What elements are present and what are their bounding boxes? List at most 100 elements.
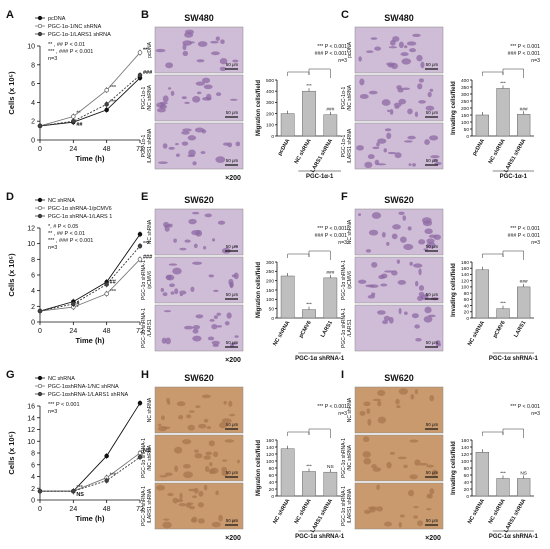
stat-note: n=3 — [48, 56, 57, 62]
cell-blob — [159, 101, 168, 105]
cell-blob — [417, 83, 423, 90]
cell-line-title: SW480 — [384, 13, 414, 23]
data-point — [137, 243, 143, 249]
cell-blob — [197, 518, 205, 524]
bar-significance: *** — [500, 80, 506, 86]
cell-blob — [193, 243, 198, 249]
bar-y-tick-label: 160 — [266, 438, 274, 444]
cell-blob — [434, 161, 442, 166]
cell-blob — [375, 506, 384, 512]
bar-significance: ### — [326, 270, 334, 276]
bar-y-tick-label: 350 — [461, 85, 469, 91]
cell-blob — [414, 280, 419, 287]
cell-blob — [206, 426, 211, 429]
cell-blob — [369, 284, 379, 288]
significance-mark: *** — [76, 485, 83, 491]
cell-blob — [423, 248, 429, 251]
legend-marker — [37, 391, 43, 397]
legend-marker — [37, 31, 43, 37]
cell-blob — [376, 142, 380, 147]
data-point — [104, 107, 109, 113]
cell-blob — [424, 228, 433, 235]
micrograph-label: NC shRNA — [347, 397, 353, 422]
cell-blob — [428, 234, 437, 238]
scale-label: 50 μm — [226, 62, 239, 67]
micrograph-label: /LARS1 — [347, 319, 353, 336]
bar — [280, 275, 295, 319]
cell-blob — [394, 152, 402, 159]
bar-y-tick-label: 40 — [464, 480, 470, 486]
cell-blob — [380, 283, 388, 287]
panel-letter: D — [6, 191, 14, 203]
comparison-bracket — [287, 253, 310, 258]
bar-y-tick-label: 300 — [461, 92, 469, 98]
cell-blob — [430, 155, 440, 159]
comparison-bracket — [308, 428, 331, 438]
cell-blob — [399, 514, 405, 518]
cell-blob — [197, 41, 208, 47]
panel-letter: B — [141, 9, 149, 21]
bar-y-tick-label: 20 — [269, 487, 275, 493]
cell-blob — [194, 449, 199, 453]
cell-blob — [209, 462, 213, 467]
cell-blob — [367, 154, 375, 160]
cell-blob — [191, 229, 201, 236]
bar-y-tick-label: 120 — [266, 452, 274, 458]
cell-blob — [392, 224, 401, 230]
bar-x-label: pCMV6 — [492, 320, 507, 339]
cell-blob — [194, 127, 205, 133]
micrograph-label: /NC shRNA — [347, 444, 353, 471]
cell-blob — [396, 85, 402, 90]
cell-blob — [167, 87, 172, 90]
cell-blob — [398, 388, 409, 395]
x-axis-label: Time (h) — [75, 514, 105, 523]
bar — [475, 269, 489, 319]
x-tick-label: 0 — [38, 328, 42, 335]
data-point — [71, 301, 76, 307]
cell-blob — [208, 440, 215, 447]
cell-blob — [362, 451, 371, 458]
bar-y-tick-label: 0 — [271, 316, 274, 322]
bar — [496, 308, 510, 319]
cell-blob — [374, 46, 382, 51]
data-point — [137, 72, 143, 78]
significance-mark: ### — [143, 70, 152, 76]
cell-blob — [190, 286, 195, 293]
cell-blob — [204, 213, 212, 218]
cell-blob — [411, 313, 419, 319]
cell-blob — [402, 215, 407, 221]
x-tick-label: 0 — [38, 146, 42, 153]
stat-note: n=3 — [531, 411, 540, 417]
cell-blob — [425, 105, 435, 111]
legend-entry: PGC-1α shRNA-1/pCMV6 — [48, 206, 112, 212]
cell-blob — [192, 335, 202, 342]
significance-mark: NS — [143, 448, 151, 454]
cell-line-title: SW620 — [384, 373, 414, 383]
series-line — [40, 456, 141, 492]
y-tick-label: 10 — [27, 439, 35, 446]
scale-label: 50 μm — [226, 158, 239, 163]
cell-blob — [196, 59, 205, 63]
cell-blob — [383, 315, 391, 321]
x-tick-label: 0 — [38, 506, 42, 513]
bar-group-label: PGC-1α shRNA-1 — [295, 356, 345, 362]
bar-y-tick-label: 0 — [466, 494, 469, 500]
cell-blob — [409, 439, 419, 443]
cell-blob — [413, 515, 419, 519]
magnification-label: ×200 — [225, 535, 241, 542]
cell-blob — [426, 508, 432, 511]
stat-note: n=3 — [531, 240, 540, 246]
stat-note: *** P < 0.001 — [317, 44, 347, 50]
x-tick-label: 72 — [136, 146, 144, 153]
scale-label: 50 μm — [226, 422, 239, 427]
cell-blob — [403, 140, 413, 143]
cell-blob — [164, 472, 173, 476]
comparison-bracket — [502, 68, 524, 78]
cell-blob — [203, 84, 213, 90]
bar-y-axis-label: Migration cells/field — [256, 80, 262, 136]
bar-significance: ### — [326, 107, 334, 113]
cell-blob — [211, 323, 218, 330]
cell-blob — [231, 519, 236, 523]
cell-blob — [416, 295, 424, 301]
